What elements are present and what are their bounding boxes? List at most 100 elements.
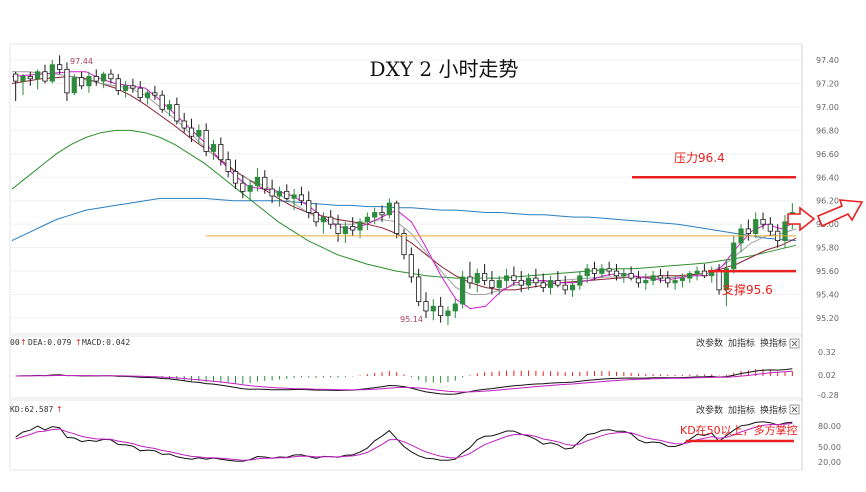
ma60-line [11,129,797,279]
candle-body [518,280,524,286]
kd-k-line [15,421,793,462]
macd-close-icon[interactable] [789,338,800,349]
kd-switch-indicator-button[interactable]: 换指标 [760,404,787,416]
candle-body [577,275,583,286]
candle-body [467,276,473,284]
candle-body [650,275,656,281]
y-tick-label: 97.00 [816,103,839,112]
candle-body [364,216,370,223]
candle-body [262,176,268,190]
candle-body [481,273,488,281]
candle-body [247,185,253,192]
candle-body [298,194,305,202]
candle-body [753,219,759,234]
candle-body [137,87,143,98]
candle-body [159,94,165,110]
macd-add-indicator-button[interactable]: 加指标 [728,337,755,349]
candle-body [665,277,671,284]
candle-body [452,303,458,312]
candle-body [394,202,400,234]
candle-body [20,76,26,82]
y-tick-label: 95.80 [816,244,839,253]
y-tick-label: 95.40 [816,291,839,300]
candle-body [474,273,480,284]
grid [10,59,802,319]
candle-body [291,194,297,199]
macd-change-params-button[interactable]: 改参数 [696,337,723,349]
candle-body [533,277,539,284]
y-tick-label: 97.20 [816,79,839,88]
kd-tick-bottom: 20.00 [818,458,841,467]
candle-body [386,202,392,216]
kd-change-params-button[interactable]: 改参数 [696,404,723,416]
candle-body [328,216,334,225]
macd-tick-bottom: -0.28 [818,391,839,400]
candle-body [342,226,348,234]
candle-body [672,280,678,284]
candle-body [760,219,766,225]
candle-body [100,73,107,82]
dea-value: DEA:0.079 [28,338,72,347]
y-tick-label: 96.20 [816,197,839,206]
candle-body [599,268,605,274]
candle-body [152,92,158,96]
y-tick-labels: 95.20 95.40 95.60 95.80 96.00 96.20 96.40 96.60… [816,56,839,323]
candle-body [460,276,466,305]
candle-body [782,221,788,242]
candle-body [232,171,239,184]
y-tick-label: 95.60 [816,267,839,276]
candle-body [643,280,649,284]
candle-body [49,64,55,82]
candle-body [503,275,510,281]
candle-body [313,212,319,223]
y-tick-label: 96.60 [816,150,839,159]
candle-body [269,188,275,197]
candle-body [79,77,85,87]
candle-body [188,127,195,137]
y-tick-label: 97.40 [816,56,839,65]
kd-note: KD在50以上，多方掌控 [680,423,798,437]
candle-body [438,305,444,317]
candle-body [562,284,568,291]
macd-tick-top: 0.32 [818,348,836,357]
candle-body [181,120,187,129]
y-tick-label: 96.80 [816,126,839,135]
candle-body [621,273,627,277]
kd-close-icon[interactable] [789,404,800,415]
y-tick-label: 96.00 [816,220,839,229]
candle-body [166,104,173,110]
kd-tick-mid: 50.00 [818,443,841,452]
candle-body [254,176,261,186]
candle-body [679,277,686,281]
candle-body [657,275,664,279]
low-label: 95.14 [400,315,423,324]
candle-body [496,280,502,288]
macd-left-label: 00 [10,338,20,347]
candle-body [335,223,341,234]
kd-tick-top: 80.00 [818,422,841,431]
candle-body [86,76,92,87]
candle-body [115,78,121,91]
candle-body [606,268,612,272]
candle-body [276,190,283,197]
candle-body [64,68,70,94]
candle-body [284,190,290,199]
macd-plot [15,368,793,395]
macd-arrow-icon: ↑ [75,338,82,347]
high-label: 97.44 [70,57,93,66]
y-tick-label: 96.40 [816,173,839,182]
candle-body [723,268,729,291]
candle-body [306,200,312,213]
candle-body [555,280,561,286]
candle-body [701,270,708,277]
candle-body [320,216,326,223]
candle-body [225,159,231,172]
candle-body [745,228,751,234]
candle-body [416,276,422,302]
kd-add-indicator-button[interactable]: 加指标 [728,404,755,416]
macd-dif-line [15,368,793,395]
candle-body [218,144,224,161]
macd-switch-indicator-button[interactable]: 换指标 [760,337,787,349]
candle-body [350,226,356,231]
